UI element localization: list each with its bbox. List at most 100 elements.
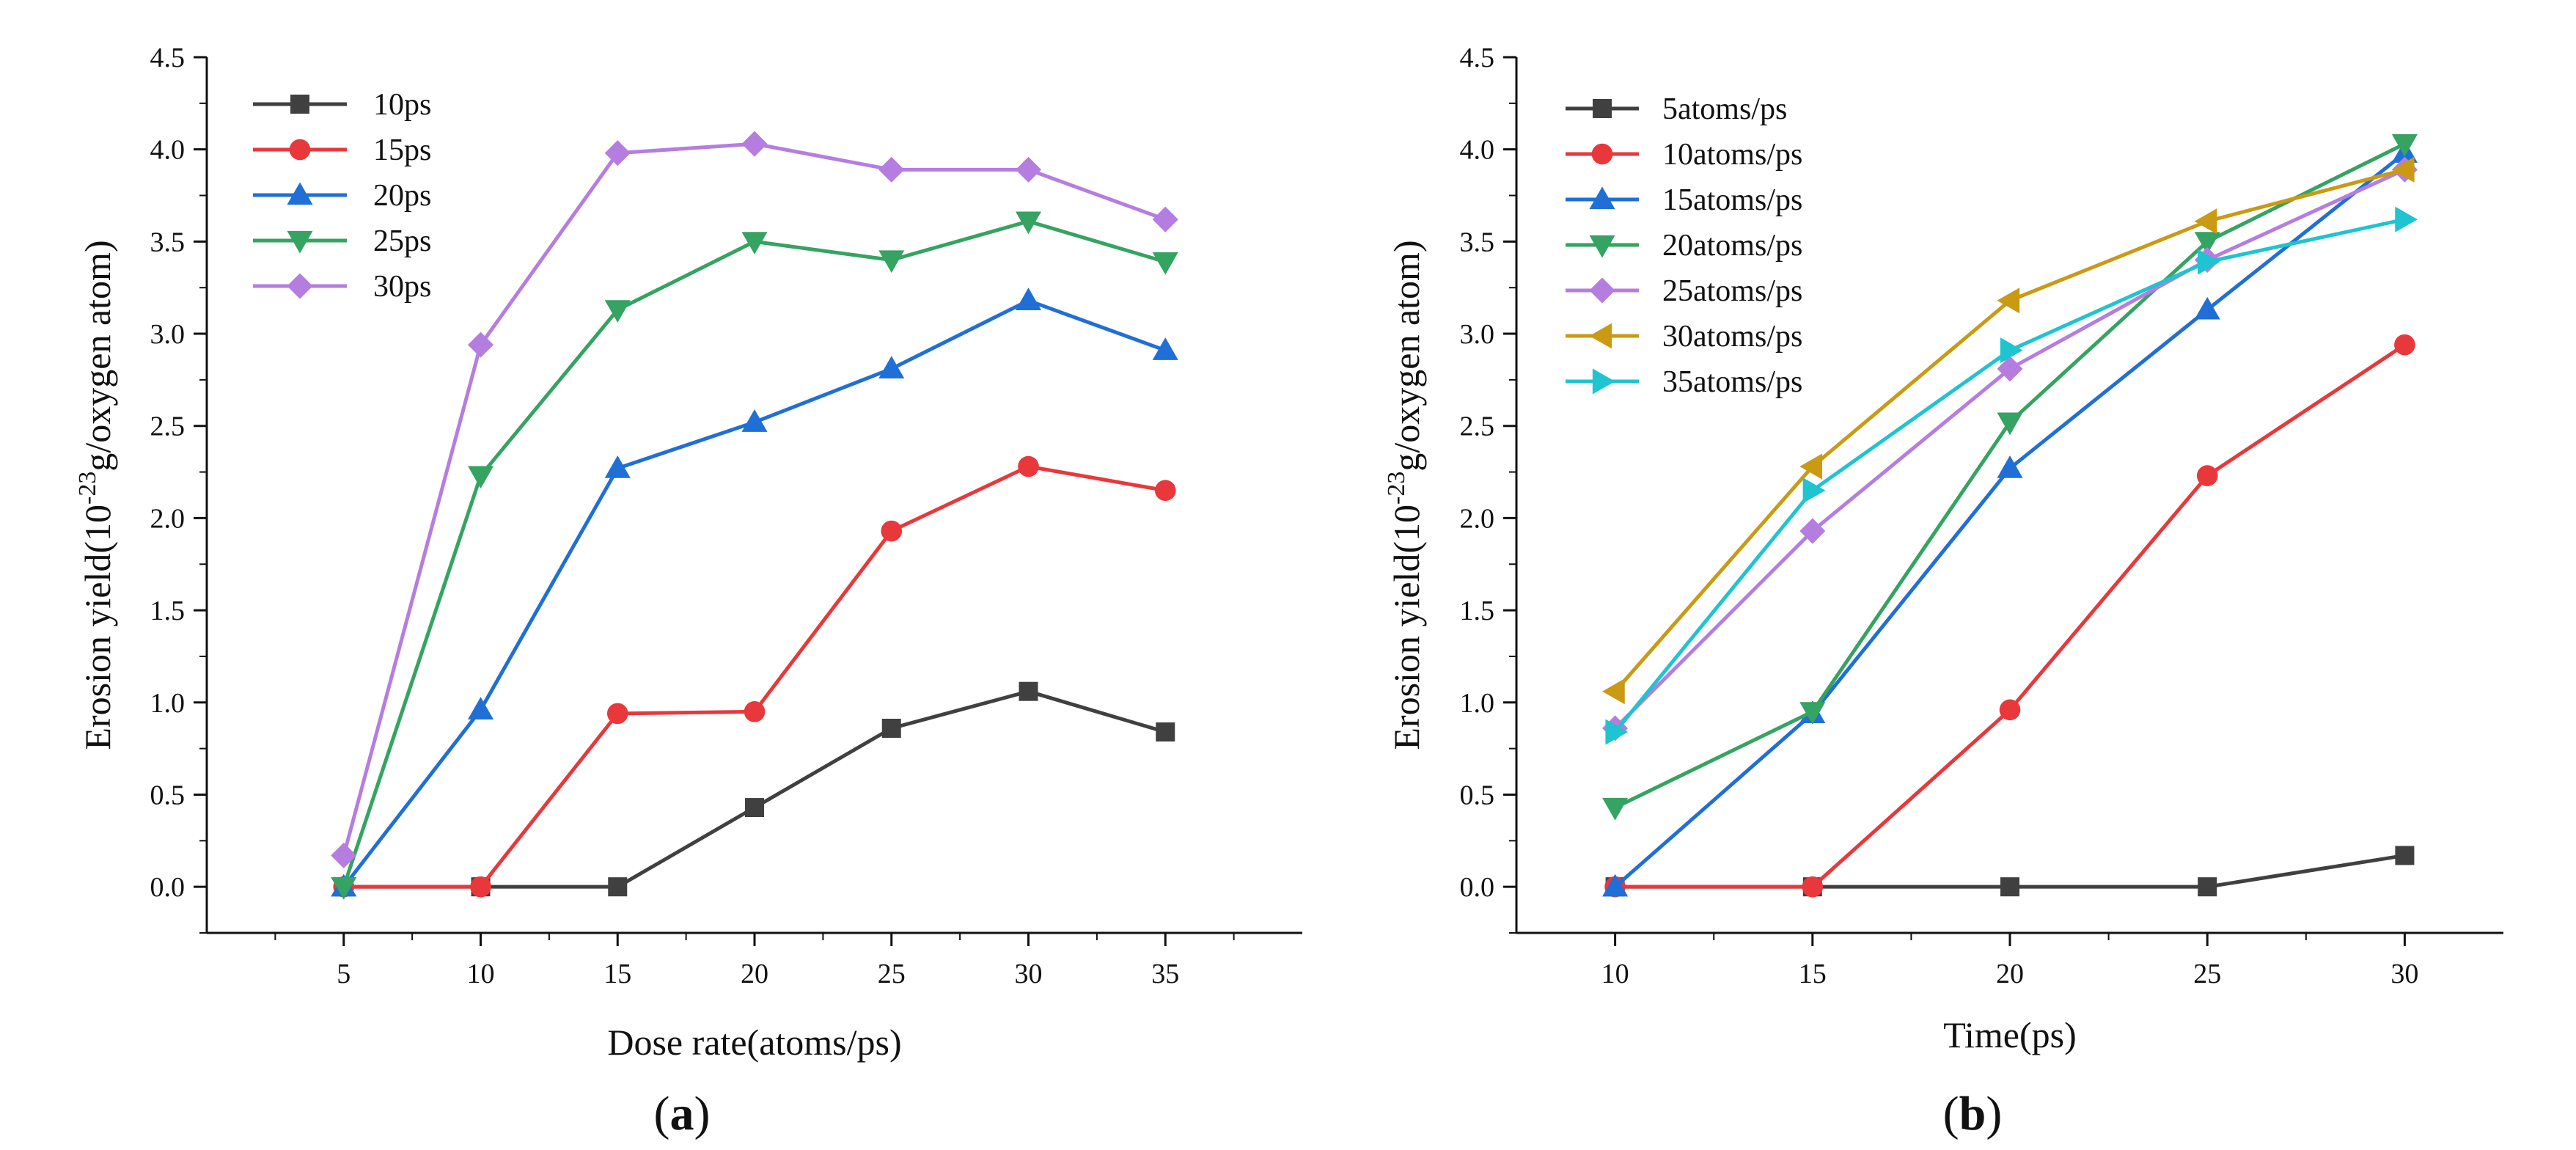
x-tick-label: 25 bbox=[2193, 959, 2221, 989]
y-tick-label: 2.5 bbox=[150, 411, 186, 442]
data-point bbox=[1602, 874, 1629, 897]
data-point bbox=[1997, 356, 2023, 382]
legend-label: 25ps bbox=[373, 224, 431, 258]
data-point bbox=[2000, 877, 2019, 897]
legend-item: 10atoms/ps bbox=[1566, 138, 1802, 172]
y-tick-label: 3.0 bbox=[150, 319, 186, 350]
legend-label: 5atoms/ps bbox=[1662, 92, 1787, 126]
legend-item: 20atoms/ps bbox=[1566, 229, 1802, 263]
data-point bbox=[2196, 465, 2218, 486]
chart-b: 0.0 0.5 1.0 1.5 2.0 2.5 3.0 3.5 4.0 4.5 10 15 20 25 30… bbox=[1383, 43, 2503, 1140]
panel-label-letter: a bbox=[670, 1087, 694, 1140]
data-point bbox=[2395, 206, 2418, 232]
legend-item: 15ps bbox=[253, 133, 431, 167]
x-tick-label: 35 bbox=[1151, 959, 1179, 989]
data-point bbox=[878, 356, 905, 378]
panel-label: (b) bbox=[1943, 1087, 2003, 1140]
panel-label-letter: b bbox=[1959, 1087, 1986, 1140]
series-35atoms/ps bbox=[1605, 206, 2418, 745]
data-point bbox=[2394, 334, 2415, 356]
data-point bbox=[604, 455, 631, 478]
y-tick-label: 3.5 bbox=[150, 227, 186, 257]
data-point bbox=[2194, 208, 2217, 235]
legend-label: 15ps bbox=[373, 133, 431, 167]
series-30atoms/ps bbox=[1602, 156, 2415, 705]
chart-a: 0.0 0.5 1.0 1.5 2.0 2.5 3.0 3.5 4.0 4.5 5 10 15 20 25 3… bbox=[74, 43, 1302, 1140]
data-point bbox=[606, 703, 628, 725]
data-point bbox=[2000, 337, 2023, 364]
data-point bbox=[2194, 232, 2220, 254]
y-tick-label: 1.5 bbox=[1460, 596, 1495, 626]
legend-label: 30ps bbox=[373, 270, 431, 304]
legend-marker bbox=[1589, 235, 1615, 258]
data-point bbox=[604, 140, 631, 166]
data-point bbox=[2395, 846, 2415, 865]
y-tick-label: 2.5 bbox=[1460, 411, 1495, 442]
series-15ps bbox=[333, 455, 1176, 898]
data-point bbox=[331, 842, 357, 868]
y-tick-label: 2.0 bbox=[1460, 503, 1495, 534]
y-axis-title-prefix: Erosion yield(10 bbox=[77, 505, 118, 750]
legend-item: 15atoms/ps bbox=[1566, 183, 1802, 217]
x-tick-label: 15 bbox=[1799, 959, 1827, 989]
data-point bbox=[1997, 412, 2023, 436]
x-tick-label: 30 bbox=[1015, 959, 1043, 989]
panel-label-open: ( bbox=[654, 1087, 670, 1140]
y-tick-label: 0.5 bbox=[150, 780, 186, 810]
x-tick-label: 5 bbox=[337, 959, 351, 989]
y-tick-label: 4.0 bbox=[1460, 135, 1495, 166]
data-point bbox=[2391, 133, 2418, 157]
legend-item: 30atoms/ps bbox=[1566, 320, 1802, 354]
series-line bbox=[1613, 151, 2406, 889]
legend-label: 10ps bbox=[373, 88, 431, 122]
legend-marker bbox=[1593, 99, 1612, 118]
data-point bbox=[881, 520, 903, 542]
data-point bbox=[1802, 876, 1824, 898]
legend-item: 35atoms/ps bbox=[1566, 365, 1802, 399]
data-point bbox=[881, 718, 901, 738]
data-point bbox=[470, 876, 491, 898]
y-tick-label: 2.0 bbox=[150, 503, 186, 534]
y-axis-title: Erosion yield(10-23g/oxygen atom) bbox=[74, 240, 118, 750]
series-25ps bbox=[331, 211, 1178, 900]
legend-item: 10ps bbox=[253, 88, 431, 122]
series-15atoms/ps bbox=[1602, 140, 2418, 897]
legend-marker bbox=[1589, 323, 1612, 349]
data-point bbox=[467, 332, 494, 358]
panel-label-open: ( bbox=[1943, 1087, 1959, 1140]
legend-label: 20ps bbox=[373, 179, 431, 213]
data-point bbox=[1999, 699, 2021, 721]
data-point bbox=[1019, 681, 1038, 701]
legend-marker bbox=[1589, 277, 1615, 304]
y-tick-label: 4.5 bbox=[1460, 43, 1495, 73]
legend-item: 30ps bbox=[253, 270, 431, 304]
y-axis-title-superscript: -23 bbox=[74, 472, 101, 505]
data-point bbox=[604, 300, 631, 323]
x-tick-label: 10 bbox=[467, 959, 495, 989]
data-point bbox=[741, 232, 768, 254]
x-tick-label: 15 bbox=[603, 959, 631, 989]
y-tick-label: 1.5 bbox=[150, 596, 186, 626]
y-tick-label: 1.0 bbox=[1460, 688, 1495, 719]
legend-marker bbox=[290, 95, 309, 114]
legend: 5atoms/ps 10atoms/ps 15atoms/ps 20atoms/ps 2… bbox=[1566, 92, 1802, 399]
data-point bbox=[1152, 206, 1178, 232]
x-tick-label: 20 bbox=[1996, 959, 2024, 989]
legend-label: 15atoms/ps bbox=[1662, 183, 1802, 217]
data-point bbox=[331, 876, 357, 900]
legend-label: 20atoms/ps bbox=[1662, 229, 1802, 263]
panel-label: (a) bbox=[654, 1087, 711, 1140]
data-point bbox=[741, 409, 768, 432]
y-tick-label: 4.5 bbox=[150, 43, 186, 73]
data-point bbox=[2198, 877, 2217, 897]
data-point bbox=[1605, 719, 1629, 745]
data-point bbox=[1997, 455, 2023, 478]
y-axis-title: Erosion yield(10-23g/oxygen atom) bbox=[1383, 240, 1427, 750]
data-point bbox=[745, 798, 764, 818]
data-point bbox=[744, 701, 766, 722]
x-tick-label: 25 bbox=[878, 959, 906, 989]
y-tick-label: 4.0 bbox=[150, 135, 186, 166]
y-axis-title-suffix: g/oxygen atom) bbox=[1386, 240, 1427, 471]
data-point bbox=[2194, 296, 2220, 320]
